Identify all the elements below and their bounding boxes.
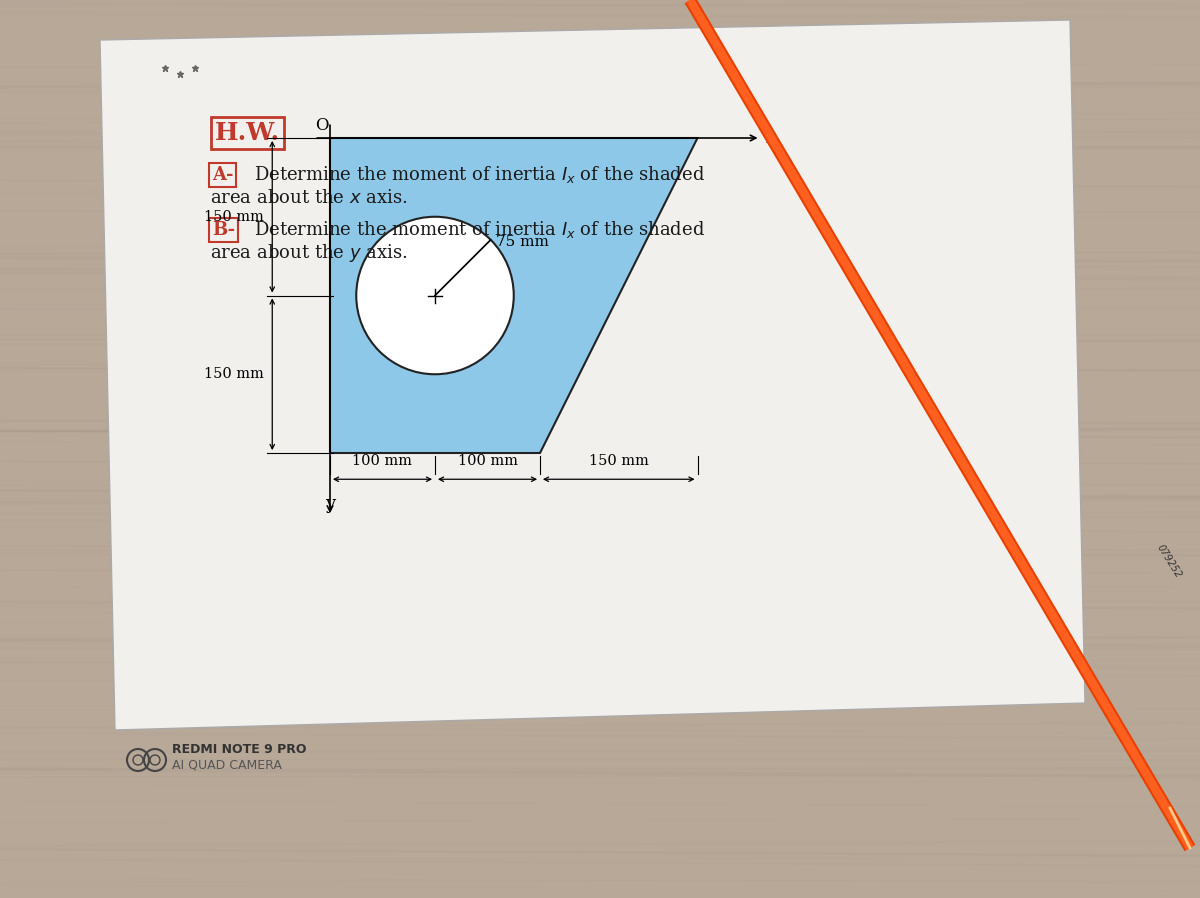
Text: 150 mm: 150 mm [204,367,264,382]
Polygon shape [330,138,697,453]
Text: H.W.: H.W. [215,121,280,145]
Text: y: y [325,495,335,513]
Text: 150 mm: 150 mm [589,454,649,468]
Text: 079252: 079252 [1154,543,1183,580]
Text: area about the $y$ axis.: area about the $y$ axis. [210,242,408,264]
Text: A-: A- [212,166,234,184]
Text: REDMI NOTE 9 PRO: REDMI NOTE 9 PRO [172,743,306,756]
Text: x: x [766,129,775,147]
Text: 100 mm: 100 mm [457,454,517,468]
Polygon shape [100,20,1085,730]
Text: Determine the moment of inertia $I_x$ of the shaded: Determine the moment of inertia $I_x$ of… [254,219,706,240]
Text: 100 mm: 100 mm [353,454,413,468]
Text: AI QUAD CAMERA: AI QUAD CAMERA [172,758,282,771]
Text: 75 mm: 75 mm [496,235,548,249]
Text: O: O [316,118,329,135]
Text: 150 mm: 150 mm [204,210,264,224]
Text: area about the $x$ axis.: area about the $x$ axis. [210,189,408,207]
Text: B-: B- [212,221,235,239]
Circle shape [356,216,514,374]
Text: Determine the moment of inertia $I_x$ of the shaded: Determine the moment of inertia $I_x$ of… [254,164,706,185]
